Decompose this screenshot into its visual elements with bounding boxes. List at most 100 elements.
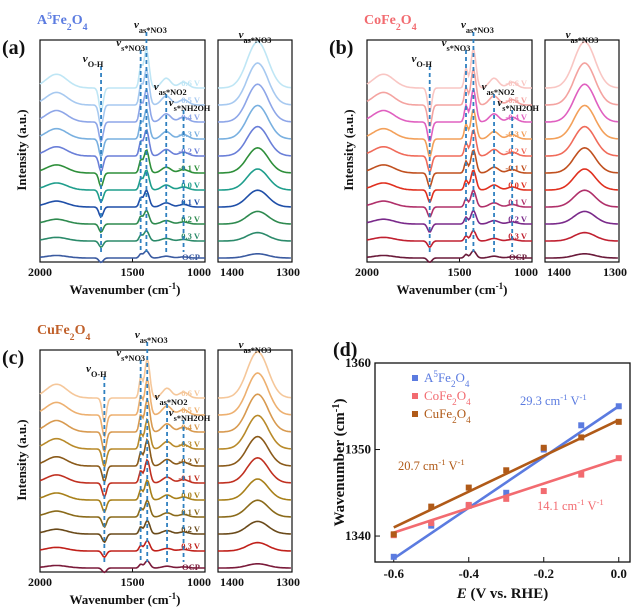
x-tick-label: 1500 (448, 265, 472, 279)
spectrum-curve (39, 88, 205, 144)
potential-label: 0.3 V (508, 231, 528, 241)
peak-label: vas*NO2 (155, 391, 188, 407)
spectrum-curve-zoom (545, 146, 618, 174)
spectrum-curve-zoom (218, 210, 291, 225)
spectrum-curve (39, 539, 205, 559)
spectrum-curve (39, 377, 205, 439)
data-point-A5Fe2O4 (390, 553, 397, 560)
spectrum-curve-zoom (544, 83, 619, 123)
potential-label: 0.3 V (181, 541, 201, 551)
potential-label: OCP (509, 252, 527, 262)
potential-label: 0.0 V (181, 180, 201, 190)
data-point-CoFe2O4 (465, 501, 472, 508)
potential-label: 0.1 V (181, 507, 201, 517)
data-point-CuFe2O4 (428, 503, 435, 510)
spectrum-curve-zoom (218, 541, 291, 552)
spectrum-curve-zoom (218, 253, 291, 259)
spectrum-curve (39, 108, 205, 159)
x-tick-label: -0.2 (533, 566, 554, 581)
x-tick-label: 1300 (276, 575, 300, 589)
spectrum-curve-zoom (545, 104, 618, 140)
data-point-CoFe2O4 (578, 471, 585, 478)
x-tick-label: -0.6 (383, 566, 404, 581)
spectrum-curve-zoom (218, 231, 291, 242)
spectrum-curve-zoom (544, 62, 618, 106)
peak-label: vs*NH2OH (169, 97, 211, 113)
potential-label: -0.2 V (178, 456, 200, 466)
spectrum-curve-zoom (217, 393, 292, 433)
data-point-CoFe2O4 (503, 495, 510, 502)
legend-entry: CuFe2O4 (424, 406, 471, 425)
spectrum-curve-zoom (218, 125, 291, 157)
potential-label: 0.1 V (181, 197, 201, 207)
x-tick-label: 1400 (220, 575, 244, 589)
peak-label: vas*NO2 (154, 81, 187, 97)
spectrum-curve (366, 148, 532, 187)
spectrum-curve-zoom (545, 210, 618, 225)
peak-label: vs*NO3 (442, 37, 471, 53)
panel-letter: (a) (2, 37, 25, 59)
spectrum-curve-zoom (218, 520, 291, 535)
potential-label: -0.1 V (505, 163, 527, 173)
x-tick-label: -0.4 (458, 566, 479, 581)
potential-label: 0.0 V (181, 490, 201, 500)
data-point-CuFe2O4 (540, 444, 547, 451)
potential-label: 0.2 V (508, 214, 528, 224)
panel-title: A5Fe2O4 (37, 11, 88, 33)
x-tick-label: 1000 (187, 265, 211, 279)
potential-label: 0.0 V (508, 180, 528, 190)
spectrum-curve (39, 417, 205, 469)
panel-letter: (b) (329, 37, 353, 59)
x-tick-label: 1300 (603, 265, 627, 279)
data-point-A5Fe2O4 (503, 489, 510, 496)
potential-label: -0.6 V (178, 388, 200, 398)
fit-line-A5Fe2O4 (393, 405, 620, 560)
peak-label: vO-H (83, 53, 104, 69)
spectrum-curve (39, 128, 205, 174)
spectrum-curve-zoom (217, 40, 292, 89)
spectrum-curve-zoom (218, 168, 291, 191)
potential-label: OCP (182, 562, 200, 572)
peak-label: vs*NO3 (116, 347, 145, 363)
spectrum-curve (39, 498, 205, 529)
spectrum-curve-zoom (544, 40, 619, 89)
data-point-CuFe2O4 (465, 484, 472, 491)
spectrum-curve-zoom (218, 414, 291, 450)
spectrum-curve (39, 250, 205, 264)
spectrum-curve (366, 189, 532, 218)
panel-letter: (d) (333, 339, 357, 361)
plot-frame (374, 362, 631, 563)
x-tick-label: 1500 (121, 265, 145, 279)
spectrum-curve (366, 209, 532, 233)
spectrum-curve (39, 560, 205, 574)
spectrum-curve-zoom (545, 189, 618, 208)
spectrum-curve-zoom (545, 168, 618, 191)
peak-label: vs*NH2OH (497, 97, 539, 113)
spectrum-curve-zoom (217, 83, 292, 123)
spectrum-curve (39, 189, 205, 219)
peak-label: vas*NO2 (482, 81, 515, 97)
potential-label: -0.6 V (505, 78, 527, 88)
legend-marker (412, 411, 418, 417)
spectrum-curve-zoom (545, 125, 618, 157)
data-point-CuFe2O4 (503, 467, 510, 474)
x-tick-label: 1400 (547, 265, 571, 279)
x-tick-label: 1000 (187, 575, 211, 589)
peak-label: vs*NH2OH (169, 407, 211, 423)
spectrum-curve-zoom (217, 350, 292, 399)
slope-label: 20.7 cm-1 V-1 (398, 457, 465, 473)
spectrum-curve (366, 169, 532, 203)
spectrum-curve (39, 356, 205, 424)
x-axis-label: Wavenumber (cm-1) (397, 281, 508, 297)
potential-label: -0.2 V (178, 146, 200, 156)
spectrum-curve-zoom (217, 372, 291, 416)
spectrum-curve (366, 88, 532, 142)
data-point-CoFe2O4 (540, 488, 547, 495)
spectrum-curve-zoom (218, 146, 291, 174)
spectrum-curve-zoom (545, 253, 618, 259)
peak-label: vs*NO3 (116, 37, 145, 53)
spectrum-curve-zoom (218, 456, 291, 484)
potential-label: OCP (182, 252, 200, 262)
spectra-panel-1: (a) A5Fe2O4 2000 1500 1000 1400 1300 Wavenumber… (2, 11, 300, 298)
